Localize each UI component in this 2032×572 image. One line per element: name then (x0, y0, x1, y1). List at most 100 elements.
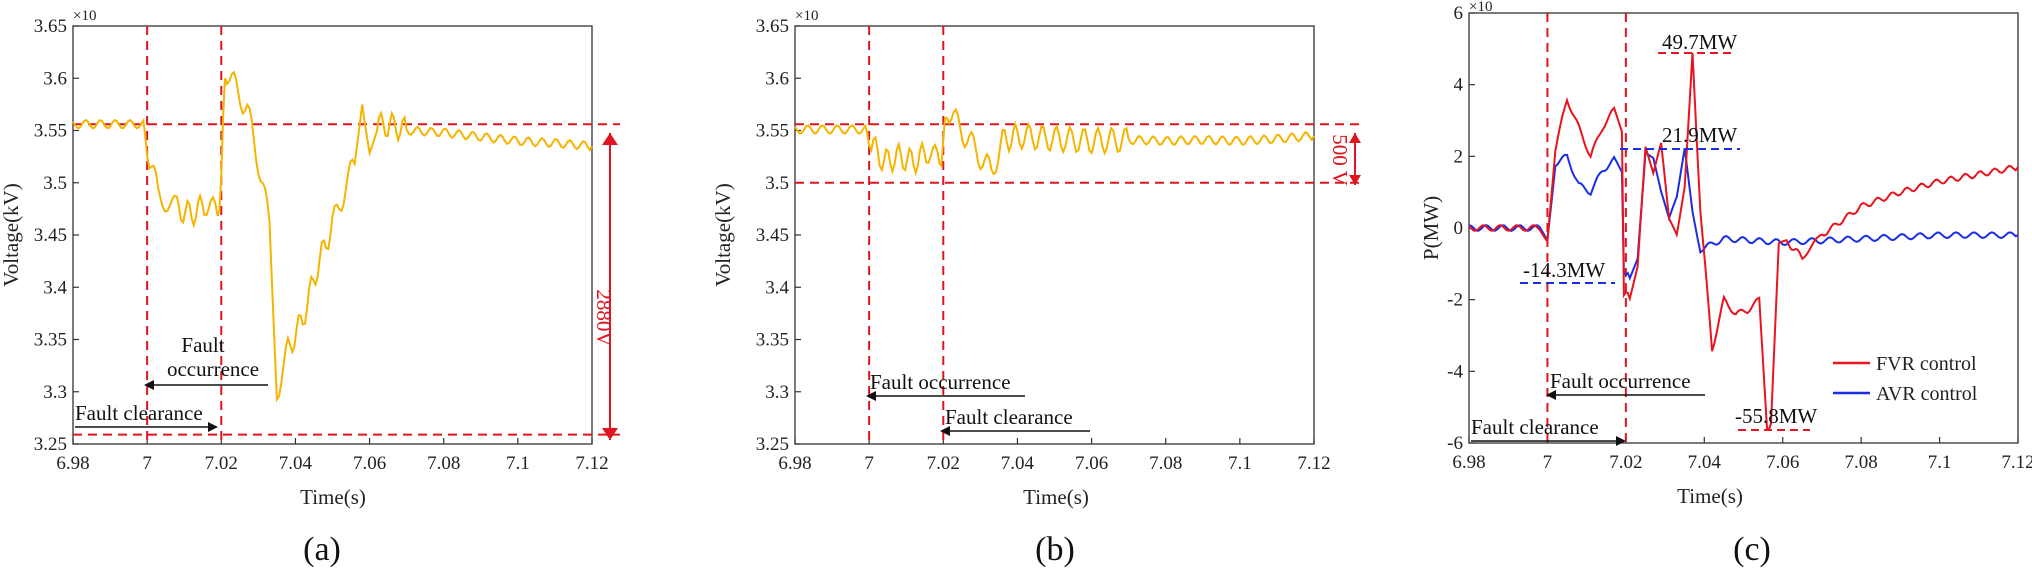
x-tick-label: 7.1 (1928, 452, 1952, 473)
panel-c: ×10 6.98 7 7.02 7.04 7.06 7.08 7.1 7.12 -6 -4 -2 0… (1419, 0, 2032, 568)
x-tick-label: 7.04 (1001, 453, 1035, 474)
y-tick-label: 3.35 (34, 330, 67, 351)
legend-fvr-label: FVR control (1876, 353, 1977, 375)
y-tick-label: 2 (1454, 146, 1464, 167)
y-tick-label: 3.25 (34, 434, 67, 455)
x-tick-label: 7.06 (1766, 452, 1799, 473)
x-tick-label: 7.1 (506, 453, 530, 474)
panel-a: ×10 6.98 7 7.02 7.04 7.06 7.08 7.1 7.12 3.25 3.3… (0, 8, 620, 568)
x-tick-label: 7.08 (1845, 452, 1878, 473)
panel-a-y-axis-label: Voltage(kV) (0, 183, 23, 286)
x-tick-label: 7.02 (1609, 452, 1642, 473)
panel-b-x-ticks: 6.98 7 7.02 7.04 7.06 7.08 7.1 7.12 (778, 438, 1331, 474)
y-tick-label: 3.55 (34, 121, 67, 142)
y-tick-label: 3.25 (756, 434, 789, 455)
x-tick-label: 7.12 (575, 453, 608, 474)
panel-c-min-fvr-label: -55.8MW (1735, 404, 1817, 428)
x-tick-label: 7.12 (1297, 453, 1330, 474)
panel-c-x-axis-label: Time(s) (1677, 484, 1743, 508)
panel-a-fault-occurrence-label-1: Fault (181, 333, 224, 357)
x-tick-label: 7 (1543, 452, 1553, 473)
y-tick-label: -2 (1447, 290, 1463, 311)
x-tick-label: 7 (142, 453, 152, 474)
panel-b-y-axis-label: Voltage(kV) (711, 183, 735, 286)
panel-c-x-ticks: 6.98 7 7.02 7.04 7.06 7.08 7.1 7.12 (1452, 437, 2032, 473)
y-tick-label: -6 (1447, 433, 1463, 454)
x-tick-label: 7.1 (1228, 453, 1252, 474)
panel-b-span-label: 500 V (1328, 134, 1352, 186)
panel-c-min-avr-label: -14.3MW (1523, 258, 1605, 282)
panel-a-reference-lines (73, 26, 620, 444)
panel-b-voltage-series (794, 107, 1315, 177)
panel-b-fault-clearance-arrowhead (940, 426, 950, 436)
x-tick-label: 7.04 (279, 453, 313, 474)
panel-a-span-label: 2880V (592, 289, 616, 346)
panel-b-y-ticks: 3.25 3.3 3.35 3.4 3.45 3.5 3.55 3.6 3.65 (756, 16, 801, 455)
y-tick-label: 3.6 (43, 68, 67, 89)
x-tick-label: 6.98 (56, 453, 89, 474)
y-tick-label: 3.5 (765, 173, 789, 194)
panel-a-fault-occurrence-label-2: occurrence (167, 357, 259, 381)
panel-a-x-ticks: 6.98 7 7.02 7.04 7.06 7.08 7.1 7.12 (56, 438, 609, 474)
y-tick-label: 3.3 (765, 382, 789, 403)
panel-c-max-fvr-label: 49.7MW (1662, 30, 1737, 54)
panel-c-fault-clearance-label: Fault clearance (1471, 415, 1599, 439)
x-tick-label: 7.12 (2001, 452, 2032, 473)
panel-b-fault-occurrence-arrowhead (866, 391, 876, 401)
y-tick-label: 3.6 (765, 68, 789, 89)
panel-a-span-arrowhead-bottom (602, 428, 618, 440)
y-tick-label: 3.45 (34, 225, 67, 246)
panel-a-fault-clearance-arrowhead (208, 422, 218, 432)
y-tick-label: 3.65 (34, 16, 67, 37)
y-tick-label: 3.5 (43, 173, 67, 194)
panel-c-y-axis-label: P(MW) (1419, 196, 1443, 260)
panel-c-caption: (c) (1733, 531, 1771, 568)
legend-avr-label: AVR control (1876, 383, 1978, 405)
y-tick-label: 3.4 (765, 277, 789, 298)
panel-a-x-axis-label: Time(s) (300, 485, 366, 509)
panel-b: ×10 6.98 7 7.02 7.04 7.06 7.08 7.1 7.12 3.25 3.3… (711, 8, 1361, 568)
y-tick-label: 3.35 (756, 330, 789, 351)
panel-b-caption: (b) (1035, 531, 1075, 568)
y-tick-label: 4 (1454, 75, 1464, 96)
panel-b-x-axis-label: Time(s) (1023, 485, 1089, 509)
y-tick-label: 3.55 (756, 121, 789, 142)
panel-c-y-exponent: ×10 (1469, 0, 1492, 15)
panel-a-y-ticks: 3.25 3.3 3.35 3.4 3.45 3.5 3.55 3.6 3.65 (34, 16, 79, 455)
panel-a-fault-occurrence-arrowhead (144, 380, 154, 390)
y-tick-label: 3.3 (43, 382, 67, 403)
x-tick-label: 6.98 (778, 453, 811, 474)
panel-b-span-arrowhead-bottom (1349, 175, 1361, 185)
panel-b-reference-lines (795, 26, 1360, 444)
panel-b-fault-clearance-label: Fault clearance (945, 405, 1073, 429)
y-tick-label: 3.65 (756, 16, 789, 37)
panel-b-y-exponent: ×10 (795, 8, 818, 24)
x-tick-label: 7.04 (1688, 452, 1722, 473)
panel-b-fault-occurrence-label: Fault occurrence (870, 370, 1011, 394)
panel-b-span-arrowhead-top (1349, 133, 1361, 143)
x-tick-label: 7 (864, 453, 874, 474)
panel-a-fault-clearance-label: Fault clearance (75, 401, 203, 425)
panel-a-caption: (a) (303, 531, 341, 568)
x-tick-label: 6.98 (1452, 452, 1485, 473)
y-tick-label: 6 (1454, 3, 1464, 24)
x-tick-label: 7.08 (427, 453, 460, 474)
panel-a-plot-frame (72, 25, 593, 445)
panel-c-fvr-series (1468, 52, 2019, 431)
panel-a-span-arrowhead-top (602, 133, 618, 145)
x-tick-label: 7.02 (927, 453, 960, 474)
y-tick-label: 3.4 (43, 277, 67, 298)
panel-c-reference-lines (1546, 13, 1627, 443)
x-tick-label: 7.06 (353, 453, 386, 474)
y-tick-label: 0 (1454, 218, 1464, 239)
panel-c-fault-clearance-arrowhead (1616, 436, 1626, 446)
panel-c-legend: FVR control AVR control (1833, 353, 1978, 405)
x-tick-label: 7.02 (205, 453, 238, 474)
panel-a-voltage-series (72, 70, 593, 403)
panel-c-y-ticks: -6 -4 -2 0 2 4 6 (1447, 3, 1475, 454)
panel-a-y-exponent: ×10 (73, 8, 96, 24)
panel-c-avr-series (1468, 148, 2019, 281)
panel-c-fault-occurrence-arrowhead (1546, 390, 1556, 400)
panel-c-max-avr-label: 21.9MW (1662, 123, 1737, 147)
panel-c-fault-occurrence-label: Fault occurrence (1550, 369, 1691, 393)
